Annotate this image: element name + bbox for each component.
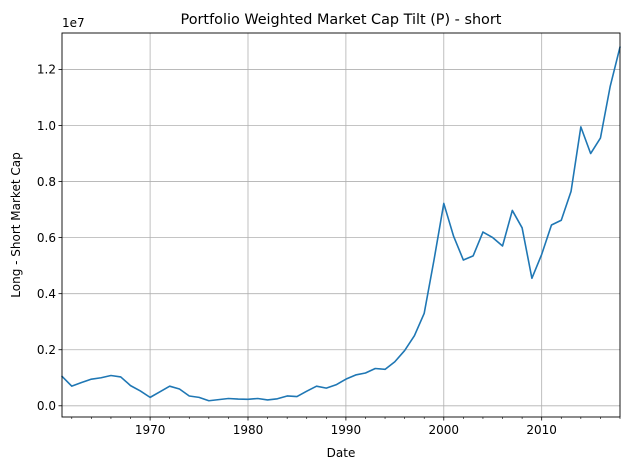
x-tick-label: 1990: [331, 423, 362, 437]
x-tick-label: 2010: [526, 423, 557, 437]
x-axis-ticks: 1970 1980 1990 2000 2010: [71, 417, 621, 437]
y-tick-label: 0.6: [37, 231, 56, 245]
x-tick-label: 1980: [233, 423, 264, 437]
y-tick-label: 0.4: [37, 287, 56, 301]
y-tick-label: 0.8: [37, 175, 56, 189]
y-tick-label: 0.0: [37, 399, 56, 413]
series-line: [61, 46, 621, 402]
y-tick-label: 0.2: [37, 343, 56, 357]
grid: [62, 33, 620, 417]
y-axis-ticks: 0.0 0.2 0.4 0.6 0.8 1.0 1.2: [37, 63, 62, 413]
y-tick-label: 1.2: [37, 63, 56, 77]
x-tick-label: 2000: [429, 423, 460, 437]
x-axis-label: Date: [327, 446, 356, 460]
chart-title: Portfolio Weighted Market Cap Tilt (P) -…: [181, 12, 502, 28]
x-tick-label: 1970: [135, 423, 166, 437]
series-area: [61, 46, 621, 402]
y-tick-label: 1.0: [37, 119, 56, 133]
plot-frame: [61, 32, 621, 418]
y-offset-label: 1e7: [62, 16, 85, 30]
y-axis-label: Long - Short Market Cap: [9, 152, 23, 297]
